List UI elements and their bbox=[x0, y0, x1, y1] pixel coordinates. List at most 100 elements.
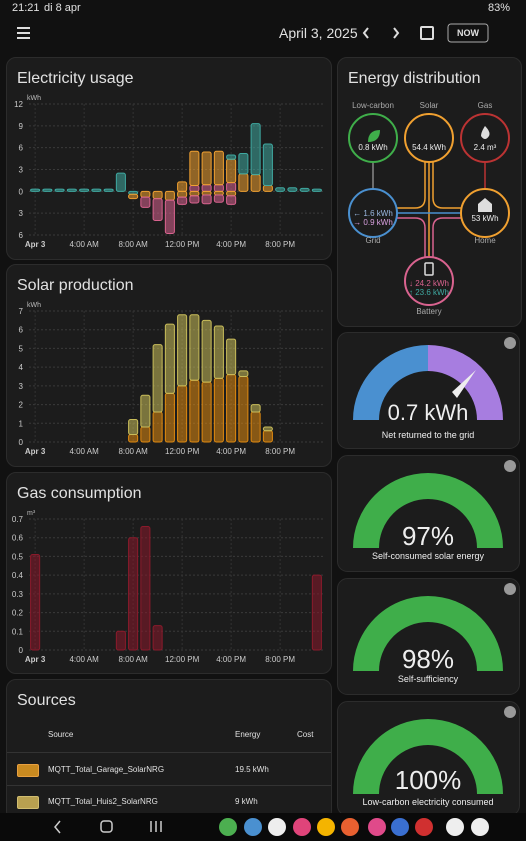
x-tick-label: Apr 3 bbox=[25, 447, 46, 456]
bar bbox=[189, 314, 200, 381]
y-tick-label: 3 bbox=[19, 166, 24, 175]
bar bbox=[115, 172, 126, 192]
bar bbox=[238, 376, 249, 443]
bar bbox=[152, 190, 163, 200]
now-label[interactable]: NOW bbox=[457, 28, 479, 38]
node-value: 54.4 kWh bbox=[412, 143, 446, 152]
node-home bbox=[460, 188, 510, 238]
node-label: Low-carbon bbox=[352, 101, 394, 110]
now-button[interactable] bbox=[447, 23, 489, 43]
bar bbox=[66, 188, 77, 192]
prev-icon[interactable] bbox=[362, 27, 369, 39]
y-tick-label: 0.1 bbox=[12, 627, 24, 636]
bar bbox=[238, 152, 249, 175]
y-tick-label: 2 bbox=[19, 401, 24, 410]
gauge-arc bbox=[427, 345, 503, 421]
x-tick-label: Apr 3 bbox=[25, 655, 46, 664]
y-tick-label: 6 bbox=[19, 326, 24, 335]
bar bbox=[79, 188, 90, 192]
bar bbox=[189, 190, 200, 197]
recents-button[interactable] bbox=[150, 821, 162, 832]
x-tick-label: 4:00 PM bbox=[216, 447, 246, 456]
node-label: Solar bbox=[420, 101, 439, 110]
y-tick-label: 0.4 bbox=[12, 571, 24, 580]
menu-icon[interactable] bbox=[17, 27, 30, 39]
solar-card: Solar production kWh 0 1 2 3 4 5 6 7 Apr 3 4:00 AM 8… bbox=[6, 264, 332, 467]
node-gas bbox=[460, 113, 510, 163]
bar bbox=[250, 174, 261, 192]
bar bbox=[213, 184, 224, 192]
info-icon[interactable] bbox=[504, 460, 516, 472]
bar bbox=[213, 377, 224, 443]
bar bbox=[177, 190, 188, 198]
back-button[interactable] bbox=[54, 820, 61, 834]
home-icon bbox=[478, 198, 492, 212]
x-tick-label: 4:00 AM bbox=[69, 655, 99, 664]
bar bbox=[103, 188, 114, 192]
status-date: di 8 apr bbox=[44, 2, 81, 14]
x-tick-label: 12:00 PM bbox=[165, 655, 200, 664]
gas-card: Gas consumption m³ 0 0.1 0.2 0.3 0.4 0.5 0.6 0.7 A… bbox=[6, 472, 332, 674]
bar bbox=[30, 554, 41, 651]
bar bbox=[226, 182, 237, 192]
flow bbox=[396, 217, 426, 257]
bar bbox=[299, 187, 310, 192]
bar bbox=[262, 426, 273, 432]
y-tick-label: 9 bbox=[19, 122, 24, 131]
bar bbox=[54, 188, 65, 192]
gauge-arc bbox=[353, 596, 503, 672]
y-tick-label: 5 bbox=[19, 344, 24, 353]
bar bbox=[164, 190, 175, 201]
home-button[interactable] bbox=[100, 820, 113, 833]
x-tick-label: 8:00 AM bbox=[118, 447, 148, 456]
bar bbox=[128, 419, 139, 436]
source-energy: 9 kWh bbox=[235, 797, 258, 806]
bar bbox=[213, 150, 224, 186]
gauge-label: Low-carbon electricity consumed bbox=[362, 797, 493, 807]
bar bbox=[189, 150, 200, 187]
y-tick-label: 12 bbox=[14, 100, 23, 109]
calendar-icon[interactable] bbox=[420, 26, 434, 40]
x-tick-label: 8:00 PM bbox=[265, 447, 295, 456]
card-title: Solar production bbox=[17, 277, 134, 294]
flow bbox=[432, 217, 462, 257]
gauge-value: 0.7 kWh bbox=[388, 400, 469, 425]
gauge-needle bbox=[452, 370, 476, 398]
y-tick-label: 0.3 bbox=[12, 590, 24, 599]
info-icon[interactable] bbox=[504, 706, 516, 718]
y-tick-label: 4 bbox=[19, 363, 24, 372]
bar bbox=[152, 198, 163, 221]
node-value: ↑ 23.6 kWh bbox=[409, 288, 449, 297]
app-icons[interactable] bbox=[219, 818, 489, 836]
bar bbox=[164, 199, 175, 235]
bar bbox=[164, 323, 175, 394]
bar bbox=[152, 625, 163, 651]
node-value: → 0.9 kWh bbox=[353, 218, 393, 227]
bar bbox=[201, 184, 212, 192]
bar bbox=[250, 404, 261, 413]
gauge-value: 97% bbox=[402, 521, 454, 551]
y-tick-label: 0 bbox=[19, 438, 24, 447]
info-icon[interactable] bbox=[504, 337, 516, 349]
bar bbox=[164, 392, 175, 443]
bar bbox=[128, 434, 139, 443]
next-icon[interactable] bbox=[393, 27, 400, 39]
x-tick-label: 8:00 PM bbox=[265, 240, 295, 249]
bar bbox=[152, 344, 163, 413]
y-tick-label: 0.2 bbox=[12, 609, 24, 618]
bar bbox=[201, 190, 212, 196]
chart: kWh 6 3 0 3 6 9 12 Apr 3 4:00 AM 8:00 AM 12:00 PM 4:… bbox=[14, 95, 323, 249]
bar bbox=[140, 196, 151, 208]
node-value: ↓ 24.2 kWh bbox=[409, 279, 449, 288]
bar bbox=[128, 193, 139, 200]
source-name: MQTT_Total_Garage_SolarNRG bbox=[48, 765, 165, 774]
y-unit: m³ bbox=[27, 510, 36, 517]
y-tick-label: 3 bbox=[19, 209, 24, 218]
bar bbox=[262, 143, 273, 187]
node-label: Gas bbox=[478, 101, 493, 110]
y-tick-label: 0.5 bbox=[12, 552, 24, 561]
gauge-label: Self-consumed solar energy bbox=[372, 551, 485, 561]
info-icon[interactable] bbox=[504, 583, 516, 595]
bar bbox=[287, 187, 298, 192]
gauge-label: Net returned to the grid bbox=[382, 430, 475, 440]
